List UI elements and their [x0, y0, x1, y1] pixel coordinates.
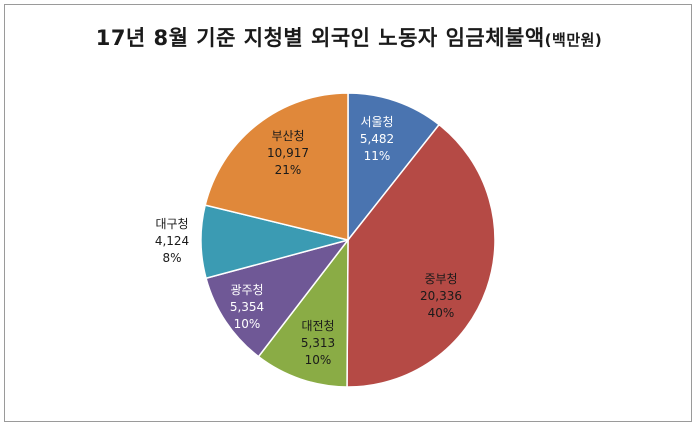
slice-name-label-6: 부산청 — [271, 129, 304, 143]
slice-percent-label-2: 40% — [428, 306, 455, 320]
pie-slice-3 — [257, 237, 349, 388]
slice-percent-label-5: 8% — [162, 251, 181, 265]
pie-labels: 서울청 5,482 11% 중부청 20,336 40% 대전청 5,313 10% 광주청 5,3… — [155, 115, 462, 367]
pie-slice-1 — [347, 92, 441, 243]
slice-name-label-3: 대전청 — [301, 319, 334, 333]
slice-percent-label-3: 10% — [305, 353, 332, 367]
chart-title-unit: (백만원) — [544, 31, 603, 49]
slice-percent-label-4: 10% — [234, 317, 261, 331]
slice-value-label-6: 10,917 — [267, 146, 309, 160]
pie-slices — [200, 92, 496, 388]
slice-value-label-4: 5,354 — [230, 300, 264, 314]
chart-title: 17년 8월 기준 지청별 외국인 노동자 임금체불액(백만원) — [0, 22, 698, 52]
slice-name-label-2: 중부청 — [424, 272, 457, 286]
slice-name-label-5: 대구청 — [155, 217, 188, 231]
slice-name-label-4: 광주청 — [230, 283, 263, 297]
slice-name-label-1: 서울청 — [360, 115, 393, 129]
pie-slice-2 — [346, 123, 496, 388]
slice-percent-label-1: 11% — [364, 149, 391, 163]
slice-percent-label-6: 21% — [275, 163, 302, 177]
pie-slice-6 — [204, 92, 349, 241]
slice-value-label-2: 20,336 — [420, 289, 462, 303]
chart-title-text: 17년 8월 기준 지청별 외국인 노동자 임금체불액 — [95, 26, 545, 50]
slice-value-label-3: 5,313 — [301, 336, 335, 350]
slice-value-label-1: 5,482 — [360, 132, 394, 146]
slice-value-label-5: 4,124 — [155, 234, 189, 248]
